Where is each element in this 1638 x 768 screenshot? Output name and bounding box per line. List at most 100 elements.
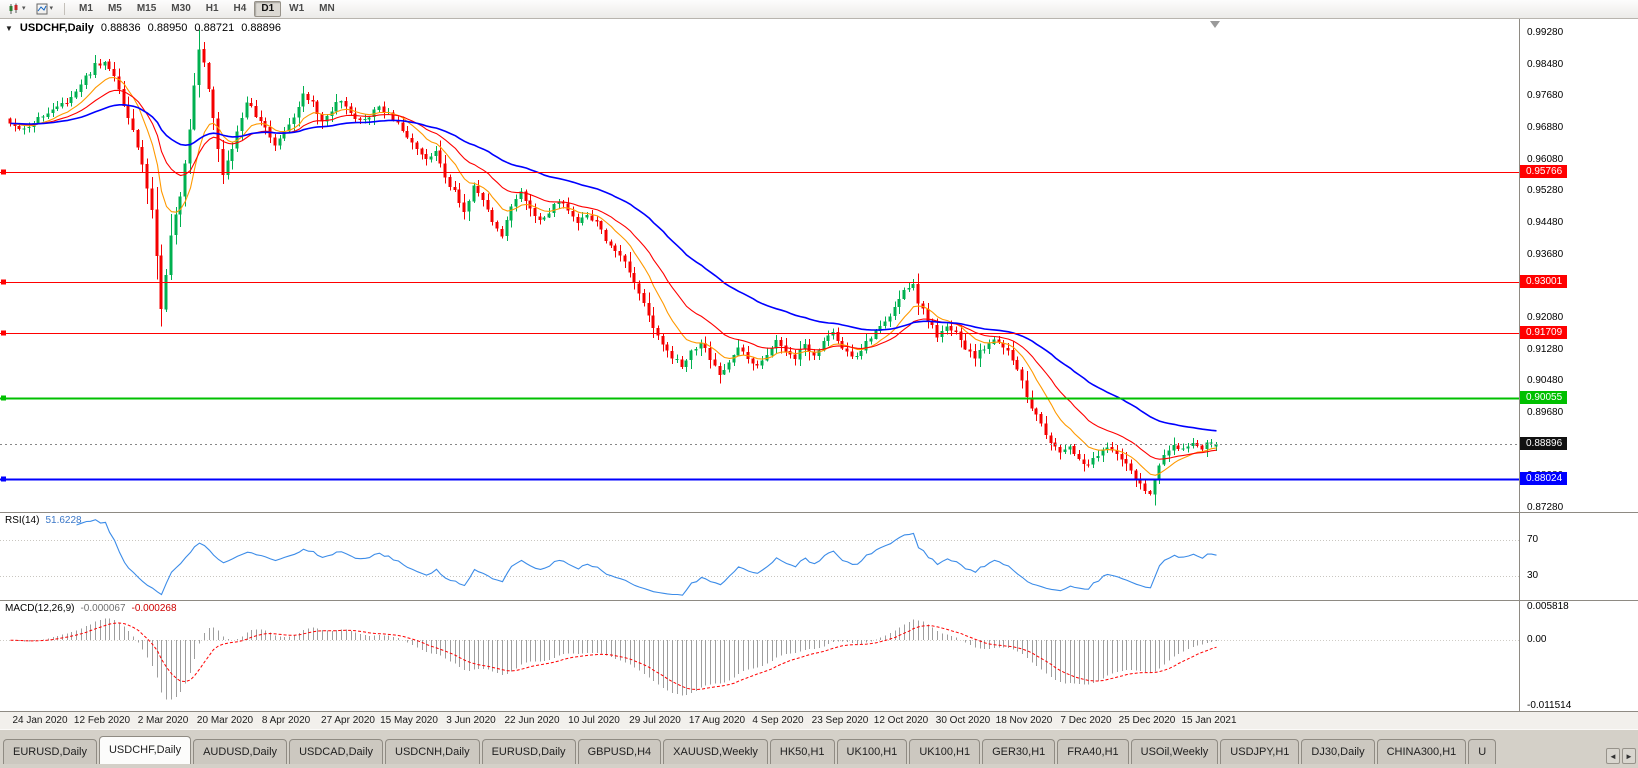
date-axis-label: 12 Oct 2020 <box>873 715 929 726</box>
chart-tabs: EURUSD,Daily USDCHF,Daily AUDUSD,Daily USDC… <box>3 736 1602 764</box>
pane-splitter-rsi[interactable] <box>0 512 1638 513</box>
timeframe-button-h1[interactable]: H1 <box>205 3 219 14</box>
date-axis-label: 27 Apr 2020 <box>321 715 375 726</box>
ohlc-high-value: 0.88950 <box>147 22 188 34</box>
current-price-tag: 0.88896 <box>1520 437 1568 450</box>
macd-axis-label: 0.00 <box>1527 634 1547 645</box>
macd-axis-label: -0.011514 <box>1527 700 1572 711</box>
toolbar-separator <box>64 3 66 15</box>
date-axis-label: 3 Jun 2020 <box>446 715 496 726</box>
price-axis-label: 0.87280 <box>1527 502 1564 513</box>
ohlc-close-value: 0.88896 <box>241 22 281 34</box>
price-axis-label: 0.96880 <box>1527 122 1564 133</box>
hline-price-tag: 0.90055 <box>1520 391 1568 404</box>
macd-name-label: MACD(12,26,9) <box>5 603 75 614</box>
collapse-chart-icon[interactable]: ▼ <box>5 23 13 33</box>
date-axis-label: 4 Sep 2020 <box>752 715 804 726</box>
chart-tab-xauusd-weekly[interactable]: XAUUSD,Weekly <box>663 739 768 764</box>
timeframe-button-d1[interactable]: D1 <box>254 1 282 17</box>
rsi-name-label: RSI(14) <box>5 515 40 526</box>
chart-shift-marker[interactable] <box>1210 21 1220 28</box>
price-axis-label: 0.94480 <box>1527 217 1564 228</box>
price-axis-label: 0.93680 <box>1527 249 1564 260</box>
date-axis-label: 24 Jan 2020 <box>12 715 68 726</box>
chart-tab-hk50-h1[interactable]: HK50,H1 <box>769 739 835 764</box>
rsi-chart[interactable] <box>0 513 1519 600</box>
price-axis-label: 0.91280 <box>1527 344 1564 355</box>
chart-tab-u[interactable]: U <box>1468 739 1497 764</box>
macd-signal-value: -0.000268 <box>131 603 177 614</box>
macd-indicator-pane[interactable]: MACD(12,26,9) -0.000067 -0.000268 <box>0 601 1519 711</box>
tab-scroll-left-button[interactable]: ◄ <box>1606 748 1620 764</box>
chart-tab-eurusd-daily[interactable]: EURUSD,Daily <box>481 739 576 764</box>
chart-window: ▼ USDCHF,Daily 0.88836 0.88950 0.88721 0… <box>0 19 1638 729</box>
main-chart-pane[interactable]: ▼ USDCHF,Daily 0.88836 0.88950 0.88721 0… <box>0 19 1519 512</box>
date-axis-label: 18 Nov 2020 <box>995 715 1053 726</box>
chart-tab-uk100-h1[interactable]: UK100,H1 <box>836 739 908 764</box>
candlestick-chart-icon <box>9 3 18 14</box>
timeframe-button-mn[interactable]: MN <box>319 3 335 14</box>
macd-axis-label: 0.005818 <box>1527 601 1569 612</box>
timeframe-button-m1[interactable]: M1 <box>79 3 93 14</box>
date-axis-label: 20 Mar 2020 <box>196 715 254 726</box>
chart-tab-uk100-h1[interactable]: UK100,H1 <box>909 739 981 764</box>
chart-tab-ger30-h1[interactable]: GER30,H1 <box>982 739 1056 764</box>
price-axis-label: 0.95280 <box>1527 185 1564 196</box>
symbol-period-label: USDCHF,Daily <box>19 22 94 34</box>
date-axis-label: 12 Feb 2020 <box>73 715 131 726</box>
date-axis-label: 8 Apr 2020 <box>261 715 311 726</box>
date-axis-label: 22 Jun 2020 <box>504 715 560 726</box>
chart-tab-usdchf-daily[interactable]: USDCHF,Daily <box>98 736 192 764</box>
pane-splitter-dates <box>0 711 1638 712</box>
chevron-down-icon: ▾ <box>49 5 54 12</box>
candlestick-chart[interactable] <box>0 19 1519 512</box>
chart-tab-gbpusd-h4[interactable]: GBPUSD,H4 <box>577 739 662 764</box>
chart-tab-bar: EURUSD,Daily USDCHF,Daily AUDUSD,Daily USDC… <box>0 729 1638 768</box>
chart-title: ▼ USDCHF,Daily 0.88836 0.88950 0.88721 0… <box>5 22 281 34</box>
date-axis-label: 30 Oct 2020 <box>935 715 991 726</box>
price-axis-label: 0.97680 <box>1527 90 1564 101</box>
rsi-indicator-pane[interactable]: RSI(14) 51.6228 <box>0 513 1519 600</box>
timeframe-button-m30[interactable]: M30 <box>171 3 191 14</box>
chart-type-button[interactable]: ▾ <box>4 1 30 17</box>
chart-tab-usoil-weekly[interactable]: USOil,Weekly <box>1130 739 1219 764</box>
chart-tab-fra40-h1[interactable]: FRA40,H1 <box>1057 739 1129 764</box>
ohlc-open-value: 0.88836 <box>100 22 141 34</box>
price-axis-label: 0.98480 <box>1527 59 1564 70</box>
ohlc-low-value: 0.88721 <box>194 22 235 34</box>
tab-scroll-right-button[interactable]: ► <box>1622 748 1636 764</box>
price-axis-label: 0.92080 <box>1527 312 1564 323</box>
timeframe-button-w1[interactable]: W1 <box>289 3 305 14</box>
price-axis[interactable]: 0.99280 0.98480 0.97680 0.96880 0.96080 0.952… <box>1519 19 1638 711</box>
chart-tab-china300-h1[interactable]: CHINA300,H1 <box>1376 739 1467 764</box>
macd-main-value: -0.000067 <box>80 603 126 614</box>
date-axis-label: 15 Jan 2021 <box>1181 715 1237 726</box>
hline-price-tag: 0.91709 <box>1520 326 1568 339</box>
tab-scroll-controls: ◄ ► <box>1606 748 1636 764</box>
chart-tab-audusd-daily[interactable]: AUDUSD,Daily <box>193 739 288 764</box>
date-axis-label: 23 Sep 2020 <box>811 715 869 726</box>
date-axis[interactable]: 24 Jan 2020 12 Feb 2020 2 Mar 2020 20 Mar 2… <box>0 712 1638 729</box>
hline-price-tag: 0.93001 <box>1520 275 1568 288</box>
chart-tab-usdcad-daily[interactable]: USDCAD,Daily <box>289 739 384 764</box>
macd-chart[interactable] <box>0 601 1519 711</box>
chart-tab-usdjpy-h1[interactable]: USDJPY,H1 <box>1220 739 1300 764</box>
date-axis-label: 2 Mar 2020 <box>137 715 189 726</box>
price-axis-label: 0.90480 <box>1527 375 1564 386</box>
timeframe-button-m5[interactable]: M5 <box>107 3 122 14</box>
rsi-value: 51.6228 <box>45 515 82 526</box>
date-axis-label: 29 Jul 2020 <box>629 715 681 726</box>
hline-price-tag: 0.95766 <box>1520 165 1568 178</box>
chart-tab-dj30-daily[interactable]: DJ30,Daily <box>1301 739 1375 764</box>
rsi-axis-label: 70 <box>1527 534 1539 545</box>
rsi-axis-label: 30 <box>1527 570 1539 581</box>
chart-tab-usdcnh-daily[interactable]: USDCNH,Daily <box>385 739 480 764</box>
indicators-button[interactable]: ▾ <box>32 1 58 17</box>
macd-title: MACD(12,26,9) -0.000067 -0.000268 <box>5 603 177 614</box>
pane-splitter-macd[interactable] <box>0 600 1638 601</box>
timeframe-button-m15[interactable]: M15 <box>136 3 157 14</box>
date-axis-label: 17 Aug 2020 <box>688 715 746 726</box>
rsi-title: RSI(14) 51.6228 <box>5 515 82 526</box>
chart-tab-eurusd-daily[interactable]: EURUSD,Daily <box>3 739 97 764</box>
timeframe-button-h4[interactable]: H4 <box>233 3 247 14</box>
